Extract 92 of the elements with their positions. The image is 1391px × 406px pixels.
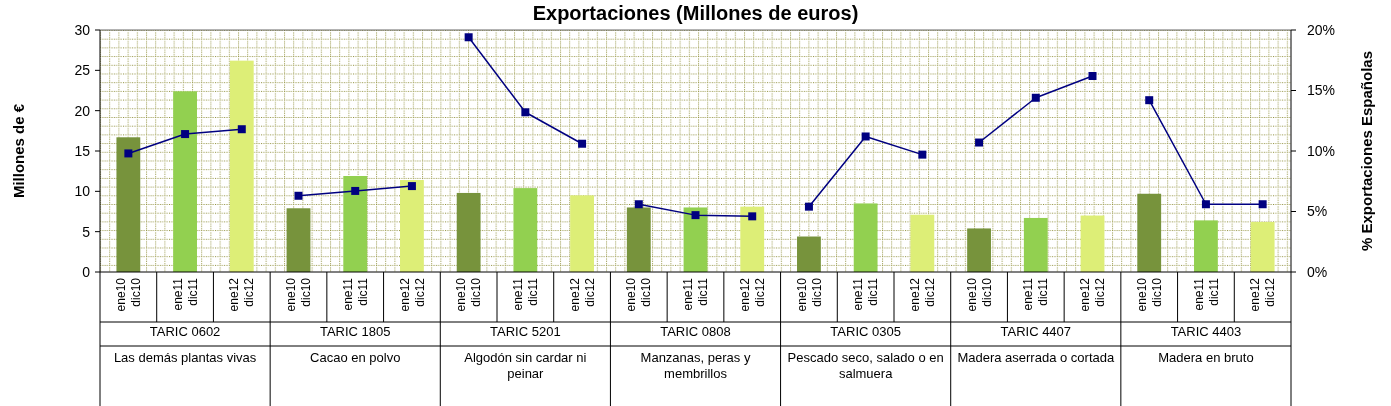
point [351,186,360,195]
x-tick-label: ene12 dic12 [737,277,767,312]
x-tick-label: ene10 dic10 [454,277,484,312]
text: TARIC 4403 [1170,324,1242,339]
x-tick-label: ene11 dic11 [851,277,881,311]
point [1088,71,1097,80]
point [181,130,190,139]
y2-tick-label: 0% [1307,263,1328,280]
bar [400,180,424,272]
x-tick-label: ene10 dic10 [964,277,994,312]
y2-tick-label: 15% [1307,82,1336,99]
point [975,138,984,147]
x-tick-label: ene10 dic10 [794,277,824,312]
y2-tick-label: 10% [1307,142,1336,159]
y2-axis-title: % Exportaciones Españolas [1358,50,1375,252]
y-tick-label: 25 [74,62,91,79]
point [237,125,246,134]
bar [626,207,651,272]
point [521,108,530,117]
bar [570,195,594,272]
bar [1194,220,1218,272]
text: TARIC 1805 [319,324,391,339]
bar [456,192,481,272]
x-tick-label: ene11 dic11 [340,277,370,311]
point [407,182,416,191]
bar [967,228,991,272]
x-tick-label: ene12 dic12 [567,277,597,312]
x-tick-label: ene10 dic10 [114,277,144,312]
x-tick-label: ene10 dic10 [624,277,654,312]
x-tick-label: ene12 dic12 [1248,277,1278,312]
point [1145,96,1154,105]
x-tick-label: ene12 dic12 [908,277,938,312]
point [464,33,473,42]
point [1258,200,1267,209]
bar [286,208,311,272]
y-axis-title: Millones de € [10,103,27,199]
point [294,191,303,200]
x-tick-label: ene12 dic12 [1078,277,1108,312]
text: TARIC 0305 [830,324,901,339]
bar [116,137,141,272]
y-tick-label: 15 [74,142,91,159]
point [918,150,927,159]
x-tick-label: ene11 dic11 [1191,277,1221,311]
y2-tick-label: 5% [1307,203,1328,220]
text: Cacao en polvo [310,350,401,365]
text: Madera aserrada o cortada [957,350,1115,365]
point [634,200,643,209]
point [1031,93,1040,102]
text: TARIC 5201 [490,324,561,339]
bar [853,203,878,272]
x-tick-label: ene11 dic11 [681,277,711,311]
point [804,202,813,211]
point [578,139,587,148]
point [124,149,133,158]
x-tick-label: ene12 dic12 [397,277,427,312]
point [748,212,757,221]
y-tick-label: 5 [82,223,91,240]
bar [740,206,765,272]
bar [229,60,254,272]
y-tick-label: 0 [82,263,91,280]
chart-title: Exportaciones (Millones de euros) [532,2,859,24]
y-tick-label: 20 [74,102,91,119]
text: Pescado seco, salado o en salmuera [787,350,944,381]
y2-tick-label: 20% [1307,21,1336,38]
y-tick-label: 10 [74,183,91,200]
text: TARIC 4407 [1000,324,1072,339]
text: Las demás plantas vivas [113,350,257,365]
x-tick-label: ene10 dic10 [284,277,314,312]
bar [1137,193,1162,272]
point [691,211,700,220]
bar [683,207,708,272]
bar [1250,221,1275,272]
x-tick-label: ene11 dic11 [1021,277,1051,311]
x-tick-label: ene11 dic11 [511,277,541,311]
text: TARIC 0602 [149,324,221,339]
text: Manzanas, peras y membrillos [640,350,751,381]
bar [513,188,538,272]
x-tick-label: ene11 dic11 [170,277,200,311]
bar [1080,215,1105,272]
x-tick-label: ene12 dic12 [227,277,257,312]
bar [173,91,197,272]
bar [910,214,935,272]
bar [797,236,821,272]
y-tick-label: 30 [74,21,91,38]
x-tick-label: ene10 dic10 [1134,277,1164,312]
point [861,132,870,141]
text: Algodón sin cardar ni peinar [464,350,587,381]
bar [343,176,368,272]
point [1201,200,1210,209]
text: TARIC 0808 [660,324,731,339]
bar [1023,217,1048,272]
text: Madera en bruto [1158,350,1254,365]
